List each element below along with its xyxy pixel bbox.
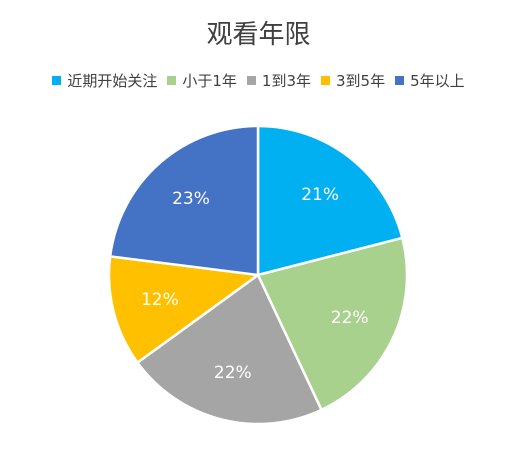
legend-swatch [52, 76, 62, 85]
legend-label: 近期开始关注 [67, 72, 158, 90]
legend-label: 5年以上 [410, 72, 465, 90]
legend-label: 小于1年 [182, 72, 237, 90]
pie-slice [136, 273, 323, 426]
legend-item: 5年以上 [395, 70, 465, 91]
legend-item: 3到5年 [321, 70, 385, 91]
pie-slice [256, 124, 404, 277]
legend-item: 小于1年 [167, 70, 237, 91]
legend-item: 近期开始关注 [52, 70, 157, 91]
data-label: 23% [172, 189, 210, 209]
legend-swatch [246, 76, 256, 85]
legend: 近期开始关注 小于1年 1到3年 3到5年 5年以上 [0, 70, 517, 91]
pie-slice [107, 255, 260, 364]
data-label: 22% [331, 308, 369, 328]
legend-label: 1到3年 [261, 72, 311, 90]
legend-item: 1到3年 [246, 70, 311, 91]
pie-slice [108, 124, 260, 277]
chart-title: 观看年限 [206, 20, 311, 50]
legend-swatch [321, 76, 330, 85]
legend-label: 3到5年 [336, 72, 386, 90]
data-label: 22% [214, 363, 252, 383]
legend-swatch [167, 76, 177, 85]
legend-swatch [395, 76, 405, 85]
data-label: 21% [301, 185, 339, 205]
pie-slice [256, 236, 409, 412]
data-label: 12% [141, 290, 179, 310]
